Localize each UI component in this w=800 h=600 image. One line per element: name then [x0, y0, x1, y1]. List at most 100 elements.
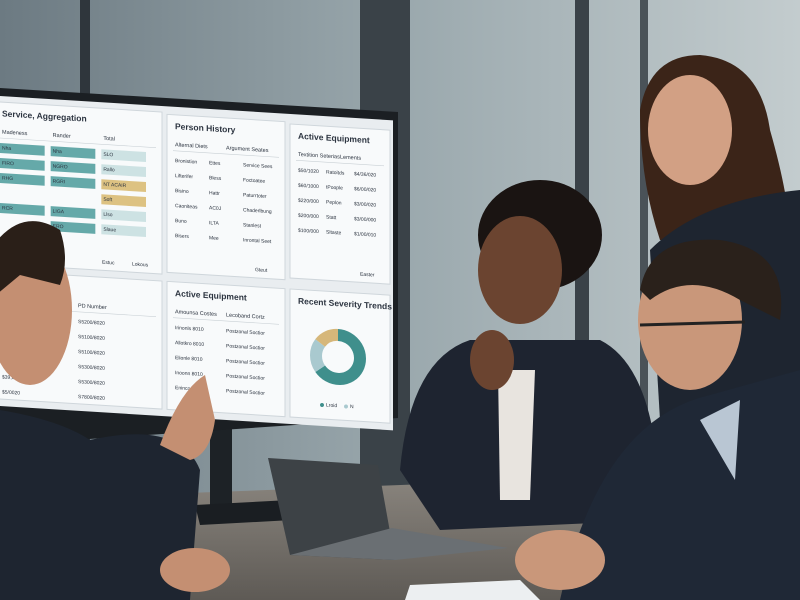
cell: tPoople [326, 185, 343, 192]
cell: Buno [175, 218, 187, 225]
cell-badge [0, 173, 45, 186]
jacket [0, 410, 200, 600]
column-header: PD Number [78, 303, 107, 311]
footer-text: Estuc [102, 260, 115, 267]
cell: Llso [103, 212, 112, 219]
cell: $50/1020 [298, 168, 319, 175]
cell: S5300/8020 [78, 364, 105, 372]
column-header: Lecoband Cortz [226, 312, 265, 320]
cell: SLO [103, 152, 113, 159]
legend-label: N [350, 404, 354, 410]
cell: Inoonn 8010 [175, 370, 203, 378]
hand [160, 548, 230, 592]
cell: $4/36/020 [354, 171, 376, 178]
cell-badge [101, 224, 147, 238]
hair [640, 239, 782, 320]
cell-badge [50, 146, 96, 159]
cell: Slaue [103, 227, 116, 234]
cell: Allotkro 8010 [175, 340, 204, 348]
cell: Soft [103, 197, 112, 204]
cell: $200/000 [298, 213, 319, 220]
monitor-base [195, 500, 292, 525]
monitor-stand [210, 425, 232, 505]
cell: $100/000 [298, 228, 319, 235]
face [648, 75, 732, 185]
hand [515, 530, 605, 590]
column-header: Amounsa Costes [175, 309, 217, 318]
legend-dot [344, 404, 348, 409]
cell: Peplon [326, 200, 342, 207]
cell-badge [50, 206, 96, 219]
cell: AC0J [209, 205, 222, 212]
divider [0, 137, 156, 148]
cell: S5200/8020 [78, 319, 105, 327]
cell-badge [50, 176, 96, 189]
cell-badge [0, 203, 45, 216]
cell: $1/00/010 [354, 231, 376, 238]
panel [166, 113, 286, 281]
panel [289, 123, 391, 285]
cell: Inrontal Seet [243, 237, 272, 245]
cell: Foctoatee [243, 177, 265, 184]
cell: $5/0020 [2, 389, 20, 396]
cell: Lifterifer [175, 173, 193, 180]
donut-segment [310, 339, 326, 373]
column-header: Rander [53, 133, 71, 140]
donut-segment [315, 328, 366, 385]
cell: Rallo [103, 167, 115, 174]
cell-badge [0, 158, 45, 171]
cell-badge [101, 179, 147, 193]
hair [0, 221, 65, 292]
blouse [498, 370, 535, 500]
cell: S5100/8020 [78, 349, 105, 357]
panel-title: Person History [175, 121, 236, 135]
cell: Hattr [209, 190, 220, 197]
cell: RHG [2, 175, 13, 182]
cell: Ratoitds [326, 170, 345, 177]
cell: Irinonls 8010 [175, 325, 204, 333]
column-header: Total [103, 136, 115, 143]
cell: RGRI [53, 179, 65, 186]
cell: $220/000 [298, 198, 319, 205]
cell: Paturrtoter [243, 192, 267, 199]
cell: Ettes [209, 160, 221, 167]
column-header: Madeness [2, 130, 28, 138]
cell: Postzonal Soctior [226, 373, 265, 381]
paper [405, 580, 540, 600]
cell: Statt [326, 215, 337, 222]
divider [173, 317, 279, 325]
cell-badge [101, 194, 147, 208]
cell: FIRO [2, 160, 14, 167]
footer-text: Lokous [132, 262, 149, 269]
hand [470, 330, 514, 390]
cell: $60/1000 [298, 183, 319, 190]
cell: S5300/8020 [78, 379, 105, 387]
cell: ILTA [209, 220, 219, 227]
cell: NGRO [53, 164, 68, 171]
column-header: Textition Seterias [298, 152, 340, 161]
cell: Sltaste [326, 230, 341, 237]
cell: Bisers [175, 233, 189, 240]
cell: Service Sees [243, 162, 273, 170]
panel-title: Active Equipment [298, 131, 370, 145]
footer-text: Gteut [255, 267, 268, 274]
cell: Chaderlbung [243, 207, 272, 215]
cell-badge [101, 209, 147, 223]
panel-title: Active Equipment [175, 288, 247, 302]
cell: ERO [53, 224, 64, 231]
cell: Nha [2, 145, 11, 152]
cell: S5100/8020 [78, 334, 105, 342]
cell: $3/00/020 [354, 201, 376, 208]
cell: $3/00/000 [354, 216, 376, 223]
cell-badge [50, 221, 96, 234]
cell: Mee [209, 235, 219, 242]
cell: Eninco [175, 385, 190, 392]
cell-badge [101, 164, 147, 178]
cell: $6/00/020 [354, 186, 376, 193]
cell: Bisino [175, 188, 189, 195]
shirt [700, 400, 740, 480]
cell: Nha [53, 149, 62, 156]
cell: Stanlest [243, 222, 262, 229]
